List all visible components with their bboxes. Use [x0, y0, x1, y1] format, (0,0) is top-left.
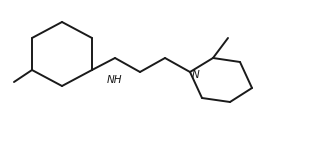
Text: N: N	[192, 70, 200, 80]
Text: NH: NH	[106, 75, 122, 85]
